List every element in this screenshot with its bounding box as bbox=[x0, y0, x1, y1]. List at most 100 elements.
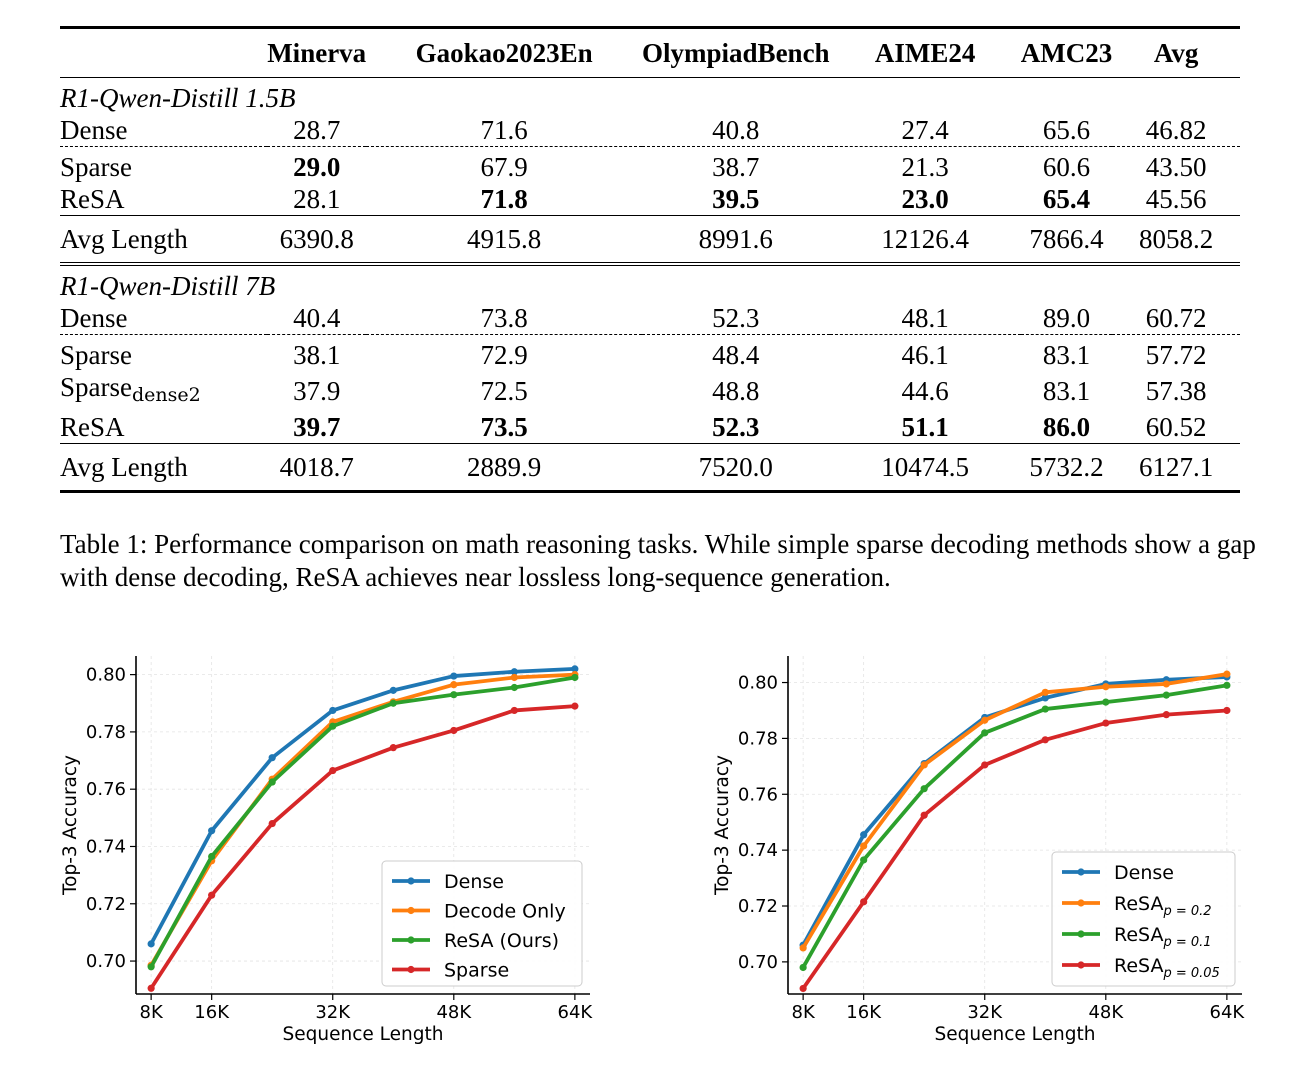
legend-label: Decode Only bbox=[444, 901, 566, 923]
table-row: Sparse 38.1 72.9 48.4 46.1 83.1 57.72 bbox=[60, 334, 1240, 371]
data-point bbox=[208, 891, 216, 899]
table-cell: 7520.0 bbox=[642, 443, 830, 493]
data-point bbox=[329, 722, 337, 730]
results-table: Minerva Gaokao2023En OlympiadBench AIME2… bbox=[60, 26, 1240, 493]
series-line bbox=[149, 704, 577, 991]
avg-length-row: Avg Length 6390.8 4915.8 8991.6 12126.4 7866.… bbox=[60, 215, 1240, 266]
data-point bbox=[329, 706, 337, 715]
x-tick-label: 64K bbox=[1210, 1002, 1246, 1023]
table-caption: Table 1: Performance comparison on math … bbox=[60, 529, 1256, 592]
table-cell: 4018.7 bbox=[267, 443, 367, 493]
data-point bbox=[571, 665, 579, 673]
data-point bbox=[571, 673, 579, 682]
header-cell: AMC23 bbox=[1020, 38, 1113, 68]
chart-right: 8K 16K 32K 48K 64K 0.70 0.72 0.74 0.76 0.78 0.80 Se… bbox=[712, 656, 1246, 1045]
header-cell: Gaokao2023En bbox=[415, 38, 593, 68]
data-point bbox=[799, 944, 807, 952]
row-label-text: Dense bbox=[60, 115, 128, 145]
x-tick-label: 16K bbox=[846, 1002, 882, 1023]
table-cell: 60.52 bbox=[1145, 412, 1207, 442]
legend-marker bbox=[407, 965, 415, 974]
table-cell: 57.38 bbox=[1145, 376, 1207, 406]
table-cell: 43.50 bbox=[1112, 146, 1240, 183]
data-point bbox=[329, 766, 337, 775]
y-tick-label: 0.70 bbox=[86, 951, 126, 972]
data-point bbox=[389, 699, 397, 707]
data-point bbox=[268, 778, 276, 786]
table-row: Dense 28.7 71.6 40.8 27.4 65.6 46.82 bbox=[60, 114, 1240, 147]
results-table-container: Minerva Gaokao2023En OlympiadBench AIME2… bbox=[60, 26, 1240, 493]
table-cell: 38.1 bbox=[267, 334, 367, 371]
table-cell: 48.4 bbox=[642, 334, 830, 371]
data-point bbox=[1041, 688, 1049, 696]
data-point bbox=[268, 754, 276, 762]
row-label-text: Sparse bbox=[60, 152, 132, 182]
table-row: Dense 40.4 73.8 52.3 48.1 89.0 60.72 bbox=[60, 302, 1240, 335]
table-cell: 27.4 bbox=[901, 115, 949, 145]
data-point bbox=[860, 842, 868, 850]
data-point bbox=[799, 963, 807, 972]
data-point bbox=[1162, 711, 1170, 719]
data-point bbox=[920, 811, 928, 819]
table-cell: 89.0 bbox=[1042, 303, 1091, 333]
series-line bbox=[149, 675, 577, 969]
table-row: ReSA 28.1 71.8 39.5 23.0 65.4 45.56 bbox=[60, 183, 1240, 216]
x-tick-label: 64K bbox=[558, 1002, 594, 1023]
table-cell: 65.4 bbox=[1042, 184, 1091, 214]
table-cell: 21.3 bbox=[829, 146, 1021, 183]
x-axis-label: Sequence Length bbox=[283, 1024, 444, 1045]
table-cell: 72.9 bbox=[366, 334, 643, 371]
table-cell: 73.8 bbox=[480, 303, 528, 333]
header-cell bbox=[60, 28, 267, 78]
y-tick-label: 0.76 bbox=[86, 779, 126, 800]
data-point bbox=[450, 726, 458, 735]
table-cell: 86.0 bbox=[1042, 412, 1091, 442]
legend-marker bbox=[407, 936, 415, 944]
legend-label: Sparse bbox=[444, 960, 509, 982]
data-point bbox=[450, 672, 458, 680]
group-header-row: R1-Qwen-Distill 7B bbox=[60, 264, 1240, 302]
data-point bbox=[1102, 719, 1110, 727]
legend-label-subscript: p = 0.2 bbox=[1162, 904, 1211, 919]
table-cell: 5732.2 bbox=[1020, 443, 1113, 493]
table-cell: 83.1 bbox=[1020, 334, 1113, 371]
data-point bbox=[860, 831, 868, 839]
data-point bbox=[510, 668, 518, 676]
row-label-text: Dense bbox=[60, 303, 128, 333]
row-label-text: Sparse bbox=[60, 372, 132, 402]
legend-box bbox=[1051, 851, 1236, 987]
legend-marker bbox=[1077, 961, 1085, 969]
data-point bbox=[920, 785, 928, 793]
legend-marker bbox=[407, 877, 415, 885]
y-tick-label: 0.80 bbox=[86, 665, 126, 686]
data-point bbox=[510, 683, 518, 692]
x-tick-label: 32K bbox=[967, 1002, 1003, 1023]
table-cell: 65.6 bbox=[1042, 115, 1091, 145]
data-point bbox=[981, 729, 989, 737]
table-cell: 60.6 bbox=[1020, 146, 1113, 183]
row-label: Dense bbox=[60, 114, 267, 147]
legend-box bbox=[381, 860, 583, 987]
legend-label: ReSA (Ours) bbox=[444, 930, 559, 952]
table-cell: 45.56 bbox=[1145, 184, 1207, 214]
data-point bbox=[1041, 705, 1049, 713]
header-cell: Minerva bbox=[267, 38, 367, 68]
y-tick-label: 0.80 bbox=[738, 673, 778, 694]
data-point bbox=[147, 940, 155, 948]
table-cell: 38.7 bbox=[642, 146, 830, 183]
table-cell: 44.6 bbox=[901, 376, 949, 406]
table-cell: 51.1 bbox=[901, 412, 949, 442]
legend-marker bbox=[1077, 868, 1085, 876]
table-cell: 2889.9 bbox=[366, 443, 643, 493]
data-point bbox=[1223, 706, 1231, 715]
data-point bbox=[510, 706, 518, 715]
table-cell: 39.5 bbox=[712, 184, 760, 214]
data-point bbox=[389, 686, 397, 694]
row-label-text: ReSA bbox=[60, 412, 125, 442]
data-point bbox=[389, 744, 397, 752]
table-cell: 40.8 bbox=[712, 115, 760, 145]
data-point bbox=[450, 681, 458, 689]
y-tick-label: 0.78 bbox=[738, 728, 778, 749]
data-point bbox=[981, 761, 989, 769]
row-label-text: ReSA bbox=[60, 184, 125, 214]
